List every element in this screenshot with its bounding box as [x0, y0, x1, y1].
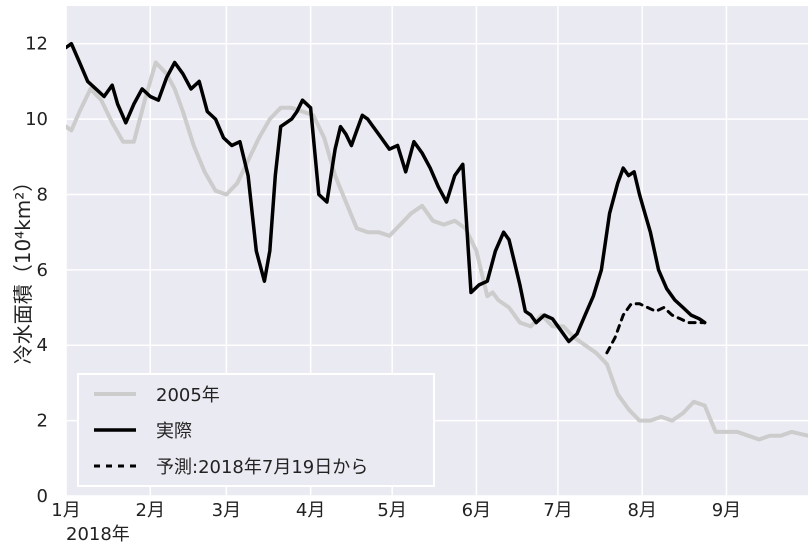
y-tick-label: 4: [37, 335, 48, 356]
x-tick-label: 4月: [296, 500, 325, 521]
y-tick-label: 6: [37, 260, 48, 281]
series-line-forecast: [605, 302, 707, 355]
y-tick-label: 12: [25, 34, 48, 55]
y-tick-label: 2: [37, 411, 48, 432]
y-tick-label: 10: [25, 109, 48, 130]
x-tick-label: 9月: [712, 500, 741, 521]
legend-entry-label: 予測:2018年7月19日から: [156, 457, 368, 478]
x-tick-label: 6月: [462, 500, 491, 521]
year-label: 2018年: [66, 524, 130, 545]
y-axis-label: 冷水面積（10⁴km²）: [11, 172, 35, 365]
series-line-2005: [66, 60, 808, 442]
x-tick-label: 7月: [543, 500, 572, 521]
legend-box: [77, 373, 435, 487]
x-tick-label: 1月: [51, 500, 80, 521]
legend-entry-label: 実際: [156, 421, 192, 442]
x-tick-label: 5月: [377, 500, 406, 521]
y-tick-label: 8: [37, 184, 48, 205]
x-tick-label: 8月: [627, 500, 656, 521]
legend-entry-label: 2005年: [156, 385, 220, 406]
x-tick-label: 2月: [136, 500, 165, 521]
y-tick-label: 0: [37, 486, 48, 507]
series-line-actual: [66, 41, 707, 344]
x-tick-label: 3月: [212, 500, 241, 521]
